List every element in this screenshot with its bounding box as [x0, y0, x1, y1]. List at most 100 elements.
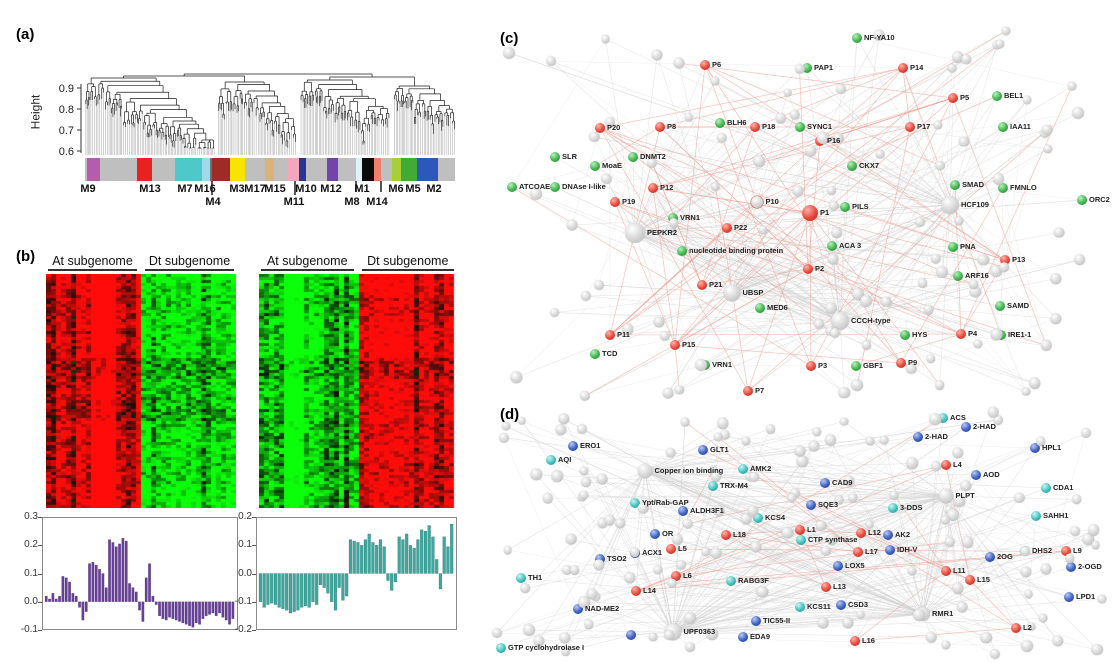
- network-node: [889, 490, 899, 500]
- node-label: EDA9: [750, 632, 771, 641]
- bar-ytick-label: -0.2: [234, 624, 252, 635]
- network-node-P7: [743, 386, 753, 396]
- node-label: ACX1: [642, 548, 663, 557]
- node-label: P15: [682, 340, 696, 349]
- network-node: [821, 545, 832, 556]
- network-node: [749, 472, 759, 482]
- network-node-RABG3F: [726, 576, 736, 586]
- network-node: [1020, 546, 1031, 557]
- module-segment-M9: [87, 158, 100, 181]
- network-node: [577, 424, 588, 435]
- bar: [231, 601, 235, 619]
- bar: [224, 601, 228, 621]
- network-node: [958, 136, 970, 148]
- bar: [360, 545, 364, 574]
- network-node: [749, 540, 762, 553]
- network-node: [753, 155, 765, 168]
- network-node: [1041, 340, 1052, 351]
- node-label: L6: [683, 571, 692, 580]
- node-label: CTP synthase: [808, 535, 858, 544]
- bar: [134, 591, 138, 602]
- network-node-L12: [856, 528, 866, 538]
- network-node: [597, 517, 608, 529]
- bar-ytick-mark: [252, 517, 256, 518]
- network-node-P9: [896, 358, 906, 368]
- node-label: TH1: [528, 573, 543, 582]
- network-node: [865, 436, 875, 446]
- network-node-ALDH3F1: [678, 506, 688, 516]
- network-node-LPD1: [1064, 592, 1074, 602]
- network-node-EDA9: [738, 632, 748, 642]
- node-label: L16: [862, 636, 875, 645]
- network-node: [1036, 436, 1046, 447]
- network-node: [1041, 124, 1053, 136]
- bar: [204, 601, 208, 617]
- network-node: [1022, 95, 1032, 105]
- node-label: P20: [607, 123, 621, 132]
- network-node-FMNLO: [998, 183, 1008, 193]
- network-node: [710, 76, 720, 86]
- bar: [378, 539, 383, 574]
- network-node: [741, 436, 751, 446]
- network-node: [951, 447, 964, 459]
- node-label: IDH-V: [897, 545, 918, 554]
- network-node: [953, 495, 966, 507]
- module-label-M11: M11: [283, 196, 305, 208]
- bar: [178, 601, 181, 622]
- network-node-GTP-cyclohydrolase-I: [496, 643, 506, 653]
- bar: [124, 540, 128, 602]
- network-node: [1040, 563, 1052, 575]
- node-label: 2-OGD: [1078, 562, 1102, 571]
- bar-ytick-mark: [252, 601, 256, 603]
- network-node: [551, 470, 563, 483]
- bar: [211, 601, 215, 614]
- module-label-tick: [355, 181, 357, 192]
- network-node-DNMT2: [628, 152, 638, 162]
- module-segment-M13: [137, 158, 152, 181]
- module-segment-M12: [327, 158, 338, 181]
- node-label: VRN1: [712, 360, 733, 369]
- module-segment-M15: [265, 158, 274, 181]
- network-node: [1082, 533, 1095, 546]
- node-label: SQE3: [818, 500, 839, 509]
- network-node-HCF109: [941, 196, 959, 214]
- node-label: HCF109: [961, 200, 989, 209]
- network-node: [842, 617, 854, 629]
- bar: [300, 573, 304, 608]
- network-node: [917, 278, 928, 289]
- network-node-2-OGD: [1066, 562, 1076, 572]
- network-node: [560, 646, 571, 657]
- bar: [262, 573, 266, 608]
- network-node: [933, 120, 943, 130]
- bar: [431, 536, 435, 574]
- network-node-KCS4: [753, 513, 763, 523]
- node-label: GLT1: [710, 445, 729, 454]
- network-node: [941, 640, 951, 650]
- network-node: [926, 353, 936, 364]
- bar: [408, 545, 413, 574]
- network-node-MED6: [755, 303, 765, 313]
- bar: [333, 573, 338, 611]
- network-node: [906, 457, 918, 470]
- bar: [281, 573, 285, 610]
- network-node-P14: [898, 63, 908, 73]
- network-node: [947, 64, 957, 73]
- network-node-L6: [671, 571, 681, 581]
- network-node: [783, 88, 792, 98]
- bar: [348, 539, 353, 574]
- bar: [273, 573, 278, 605]
- network-node: [682, 518, 693, 530]
- network-node: [593, 559, 605, 571]
- network-node-L15: [965, 575, 975, 585]
- network-node: [710, 471, 721, 482]
- network-node: [520, 583, 530, 594]
- network-node: [756, 586, 768, 598]
- bar: [194, 601, 198, 624]
- network-node: [565, 534, 577, 545]
- network-node: [717, 417, 729, 429]
- network-node: [713, 505, 725, 517]
- network-node: [648, 632, 658, 642]
- node-label: P4: [968, 329, 978, 338]
- network-node: [1014, 492, 1025, 504]
- module-label-tick: [380, 181, 382, 192]
